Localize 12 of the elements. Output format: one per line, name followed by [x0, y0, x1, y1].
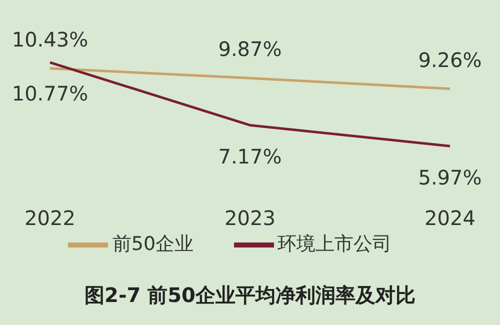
data-label: 9.87% — [218, 37, 282, 62]
data-label: 10.43% — [12, 27, 88, 52]
data-label: 10.77% — [12, 82, 88, 106]
x-tick-label: 2024 — [424, 206, 476, 230]
legend-label: 环境上市公司 — [278, 233, 392, 256]
data-label: 9.26% — [418, 48, 482, 72]
x-tick-label: 2022 — [24, 206, 76, 230]
x-tick-label: 2023 — [224, 206, 276, 230]
data-label: 7.17% — [218, 144, 282, 168]
text: 图2-7 前50企业平均净利润率及对比 — [84, 282, 416, 309]
data-label: 5.97% — [418, 165, 482, 190]
legend-label: 前50企业 — [112, 233, 194, 256]
